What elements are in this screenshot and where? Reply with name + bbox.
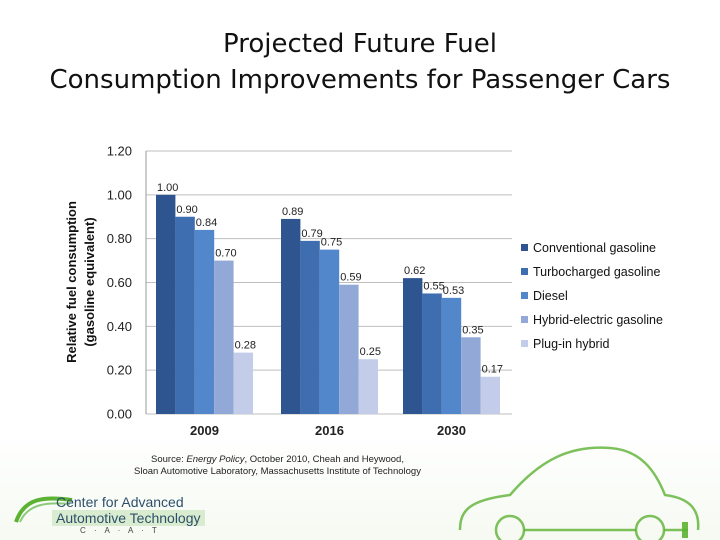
y-axis-title-line-2: (gasoline equivalent): [82, 217, 97, 346]
legend-label: Hybrid-electric gasoline: [533, 313, 663, 327]
bar-value-label: 0.89: [282, 206, 303, 218]
bar: [480, 376, 500, 414]
bar: [281, 218, 301, 414]
bar-value-label: 0.59: [340, 272, 361, 284]
legend-label: Diesel: [533, 289, 568, 303]
x-tick-label: 2030: [437, 423, 466, 438]
bar-value-label: 0.17: [482, 364, 503, 376]
bar: [422, 293, 442, 414]
bar-value-label: 0.70: [215, 248, 236, 260]
slide-title-line-1: Projected Future Fuel: [222, 29, 497, 59]
y-tick-label: 0.20: [107, 363, 132, 378]
legend-swatch: [521, 340, 528, 347]
logo-swoosh-icon: [14, 496, 73, 523]
bar: [358, 359, 378, 414]
bar-value-label: 0.62: [404, 265, 425, 277]
bar-value-label: 0.75: [321, 237, 342, 249]
x-tick-label: 2009: [190, 423, 219, 438]
legend-label: Turbocharged gasoline: [533, 265, 660, 279]
logo-line-1: Center for Advanced: [56, 494, 184, 510]
bar: [403, 278, 423, 414]
legend-label: Plug-in hybrid: [533, 337, 609, 351]
car-outline-icon: [458, 446, 700, 540]
bar: [461, 337, 481, 414]
source-journal: Energy Policy: [186, 454, 245, 465]
source-line-2: Sloan Automotive Laboratory, Massachuset…: [134, 466, 421, 477]
slide-title-line-2: Consumption Improvements for Passenger C…: [49, 65, 671, 95]
x-tick-label: 2016: [315, 423, 344, 438]
bar-value-label: 0.90: [176, 204, 197, 216]
bar: [441, 297, 462, 414]
y-tick-label: 0.40: [107, 319, 132, 334]
bar: [214, 260, 234, 414]
legend-swatch: [521, 244, 528, 251]
source-rest: , October 2010, Cheah and Heywood,: [244, 454, 404, 465]
y-tick-label: 1.20: [107, 144, 132, 159]
bar-value-label: 1.00: [157, 182, 178, 194]
bar-value-label: 0.55: [423, 280, 444, 292]
bar: [156, 194, 176, 414]
bar-value-label: 0.79: [301, 228, 322, 240]
bar: [194, 229, 215, 414]
y-tick-label: 1.00: [107, 187, 132, 202]
bar-value-label: 0.28: [235, 340, 256, 352]
bar-value-label: 0.35: [462, 324, 483, 336]
source-prefix: Source:: [151, 454, 187, 465]
bar: [300, 240, 320, 414]
legend-swatch: [521, 316, 528, 323]
slide-title: Projected Future Fuel Consumption Improv…: [0, 26, 720, 98]
bar-value-label: 0.84: [196, 217, 217, 229]
y-tick-label: 0.00: [107, 407, 132, 422]
bar-value-label: 0.53: [443, 285, 464, 297]
bar-value-label: 0.25: [360, 346, 381, 358]
bar: [175, 216, 195, 414]
y-axis-title-line-1: Relative fuel consumption: [64, 201, 79, 363]
y-tick-label: 0.60: [107, 275, 132, 290]
bar: [319, 249, 340, 414]
bar: [339, 284, 359, 414]
y-tick-label: 0.80: [107, 231, 132, 246]
source-line-1: Source: Energy Policy, October 2010, Che…: [100, 454, 455, 466]
legend-swatch: [521, 292, 528, 299]
legend-swatch: [521, 268, 528, 275]
logo-acronym: C · A · A · T: [80, 526, 160, 535]
source-note: Source: Energy Policy, October 2010, Che…: [100, 454, 455, 478]
legend-label: Conventional gasoline: [533, 241, 656, 255]
bar: [233, 352, 253, 414]
logo-line-2: Automotive Technology: [52, 510, 205, 526]
